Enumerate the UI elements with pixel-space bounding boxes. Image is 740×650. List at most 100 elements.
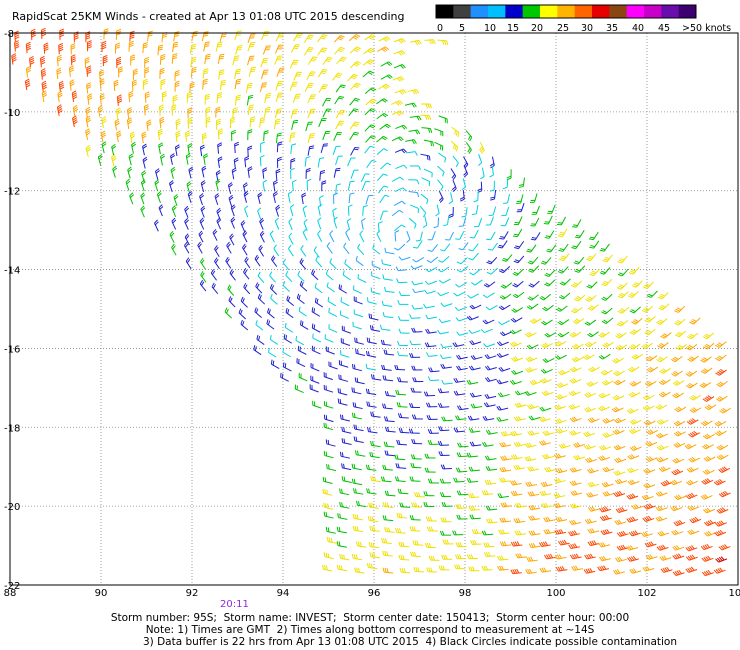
barb-flag <box>716 446 721 451</box>
barb-flag <box>57 92 63 96</box>
wind-barb <box>128 153 134 166</box>
barb-flag <box>187 182 192 187</box>
wind-barb <box>555 393 568 400</box>
barb-staff <box>563 278 571 286</box>
barb-flag <box>644 307 650 311</box>
barb-flag <box>629 382 634 387</box>
barb-flag <box>353 123 359 126</box>
barb-flag <box>514 454 518 459</box>
barb-flag <box>618 519 622 524</box>
barb-flag <box>498 341 503 346</box>
barb-flag <box>459 196 465 200</box>
wind-barb <box>601 379 614 386</box>
barb-staff <box>318 118 323 128</box>
barb-flag <box>458 248 464 251</box>
wind-barb <box>569 366 582 373</box>
barb-flag <box>340 35 345 38</box>
wind-barb <box>219 79 226 91</box>
wind-barb <box>714 430 727 437</box>
wind-barb <box>437 291 450 297</box>
barb-flag <box>484 394 488 399</box>
barb-flag <box>397 351 400 356</box>
barb-flag <box>477 162 483 166</box>
wind-barb <box>586 492 599 498</box>
barb-flag <box>200 270 204 276</box>
barb-staff <box>234 96 237 106</box>
barb-flag <box>160 80 166 84</box>
barb-flag <box>141 207 146 212</box>
barb-staff <box>659 356 668 363</box>
barb-flag <box>337 72 343 75</box>
wind-barb <box>511 369 524 375</box>
barb-flag <box>456 514 459 520</box>
barb-flag <box>544 333 549 338</box>
barb-flag <box>388 61 393 66</box>
barb-flag <box>705 343 711 347</box>
barb-flag <box>144 68 150 72</box>
wind-barb <box>100 130 107 143</box>
wind-barb <box>468 365 481 371</box>
barb-staff <box>326 530 336 534</box>
barb-flag <box>429 478 433 484</box>
wind-barb <box>702 433 715 440</box>
wind-barb <box>489 180 495 192</box>
barb-flag <box>87 95 93 99</box>
barb-flag <box>588 238 594 241</box>
barb-flag <box>441 416 444 422</box>
barb-flag <box>615 394 620 399</box>
wind-barb <box>456 257 468 265</box>
wind-barb <box>409 402 421 409</box>
wind-barb <box>501 254 513 262</box>
barb-flag <box>242 298 245 303</box>
wind-barb <box>477 154 483 166</box>
barb-staff <box>226 245 232 254</box>
wind-barb <box>171 217 177 230</box>
barb-staff <box>354 529 364 533</box>
barb-staff <box>431 231 436 240</box>
barb-flag <box>425 391 429 396</box>
barb-flag <box>356 514 359 520</box>
barb-flag <box>385 416 389 422</box>
wind-barb <box>334 35 345 43</box>
barb-flag <box>644 343 649 347</box>
wind-barb <box>282 281 290 292</box>
barb-flag <box>160 155 165 159</box>
barb-flag <box>633 504 637 509</box>
barb-flag <box>247 145 253 149</box>
barb-flag <box>438 259 443 263</box>
barb-staff <box>342 467 352 471</box>
wind-barb <box>321 180 327 192</box>
barb-flag <box>352 513 355 519</box>
wind-barb <box>438 426 450 432</box>
barb-flag <box>660 380 665 384</box>
barb-flag <box>384 391 387 396</box>
wind-barb <box>469 441 482 447</box>
barb-flag <box>603 319 608 323</box>
wind-barb <box>59 28 65 40</box>
barb-flag <box>383 135 388 139</box>
barb-staff <box>411 317 421 319</box>
barb-flag <box>613 407 618 412</box>
barb-flag <box>228 286 232 291</box>
wind-barb <box>481 490 494 496</box>
barb-staff <box>383 407 393 410</box>
barb-flag <box>526 367 531 372</box>
barb-flag <box>515 416 520 421</box>
wind-barb <box>230 204 236 217</box>
barb-flag <box>221 79 226 82</box>
wind-barb <box>217 156 223 168</box>
barb-flag <box>589 492 594 497</box>
barb-flag <box>144 108 149 111</box>
barb-flag <box>298 306 301 312</box>
wind-barb <box>601 278 613 287</box>
wind-barb <box>255 320 264 331</box>
barb-flag <box>384 37 389 41</box>
barb-flag <box>557 502 561 508</box>
barb-flag <box>718 430 723 435</box>
barb-flag <box>603 482 608 487</box>
barb-flag <box>701 358 707 362</box>
wind-barb <box>112 165 118 178</box>
wind-barb <box>310 375 320 384</box>
barb-flag <box>356 450 359 456</box>
wind-barb <box>599 267 611 275</box>
